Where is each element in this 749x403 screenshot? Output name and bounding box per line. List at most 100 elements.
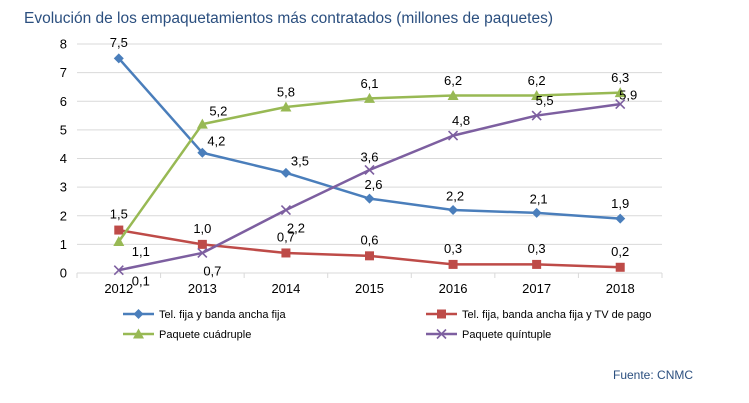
data-label: 0,1 — [132, 274, 150, 289]
y-tick-label: 2 — [60, 208, 67, 223]
data-point — [280, 101, 292, 112]
data-label: 0,6 — [360, 232, 378, 247]
data-point — [196, 118, 208, 129]
series-lines — [113, 53, 626, 276]
legend-marker — [133, 309, 144, 319]
x-tick-label: 2012 — [104, 281, 133, 296]
data-label: 3,6 — [360, 149, 378, 164]
data-label: 3,5 — [291, 153, 309, 168]
marker-stroke — [448, 130, 459, 141]
data-label: 2,2 — [446, 189, 464, 204]
data-point — [113, 53, 124, 64]
data-point — [615, 99, 626, 110]
x-tick-label: 2014 — [271, 281, 300, 296]
data-label: 0,7 — [277, 229, 295, 244]
data-point — [615, 213, 626, 224]
marker-stroke — [364, 164, 375, 176]
data-label: 2,6 — [364, 177, 382, 192]
x-tick-label: 2013 — [188, 281, 217, 296]
legend-marker — [133, 328, 144, 339]
marker-stroke — [615, 99, 626, 110]
data-label: 2,1 — [530, 191, 548, 206]
chart-title: Evolución de los empaquetamientos más co… — [24, 10, 554, 27]
marker-stroke — [113, 265, 124, 276]
legend-label: Paquete quíntuple — [462, 329, 551, 341]
data-label: 7,5 — [110, 35, 128, 50]
data-point — [113, 265, 124, 276]
data-point — [364, 92, 375, 103]
data-label: 5,5 — [536, 93, 554, 108]
x-tick-label: 2015 — [355, 281, 384, 296]
source-note: Fuente: CNMC — [613, 368, 694, 382]
gridlines — [77, 43, 662, 245]
data-label: 0,2 — [611, 244, 629, 259]
data-label: 1,1 — [132, 244, 150, 259]
legend-label: Paquete cuádruple — [159, 329, 251, 341]
data-point — [614, 87, 626, 98]
data-label: 0,3 — [444, 241, 462, 256]
data-point — [447, 90, 459, 101]
y-tick-label: 5 — [60, 122, 67, 137]
data-point — [448, 259, 458, 269]
legend-item: Paquete cuádruple — [123, 328, 251, 341]
data-point — [531, 207, 542, 218]
data-point — [448, 205, 459, 216]
data-label: 5,2 — [209, 104, 227, 119]
y-tick-label: 6 — [60, 94, 67, 109]
data-point — [365, 251, 374, 261]
legend-label: Tel. fija, banda ancha fija y TV de pago — [462, 309, 651, 321]
marker-stroke — [280, 204, 291, 216]
y-tick-label: 7 — [60, 65, 67, 80]
marker-stroke — [197, 247, 208, 259]
legend-label: Tel. fija y banda ancha fija — [159, 309, 286, 321]
data-label: 6,2 — [444, 73, 462, 88]
data-label: 1,0 — [193, 221, 211, 236]
data-label: 1,9 — [611, 196, 629, 211]
y-tick-label: 0 — [60, 266, 67, 281]
data-label: 5,9 — [619, 88, 637, 103]
data-point — [114, 225, 124, 235]
data-label: 5,8 — [277, 84, 295, 99]
data-point — [615, 262, 625, 272]
y-tick-label: 3 — [60, 180, 67, 195]
data-label: 4,2 — [207, 133, 225, 148]
data-point — [280, 204, 291, 216]
data-point — [281, 248, 291, 258]
x-axis: 2012 2013 2014 2015 2016 2017 2018 — [76, 272, 663, 296]
y-tick-label: 4 — [60, 151, 67, 166]
data-point — [197, 147, 208, 158]
data-label: 6,1 — [360, 76, 378, 91]
x-tick-label: 2018 — [606, 281, 635, 296]
y-tick-label: 1 — [60, 237, 67, 252]
data-label: 1,5 — [110, 207, 128, 222]
data-point — [448, 130, 459, 141]
data-point — [113, 236, 125, 247]
data-label: 2,2 — [287, 221, 305, 236]
legend-marker — [437, 309, 446, 319]
legend-item: Tel. fija, banda ancha fija y TV de pago — [426, 309, 651, 321]
data-labels: 7,5 4,2 3,5 2,6 2,2 2,1 1,9 1,5 1,0 0,7 0,6 0,3 0,3 0… — [110, 35, 638, 289]
data-point — [531, 110, 542, 121]
data-label: 6,3 — [611, 70, 629, 85]
x-tick-label: 2017 — [522, 281, 551, 296]
data-point — [197, 239, 207, 249]
data-point — [364, 164, 375, 176]
data-point — [197, 247, 208, 259]
marker-stroke — [436, 328, 447, 340]
data-point — [531, 90, 543, 101]
legend-item: Tel. fija y banda ancha fija — [123, 309, 286, 321]
data-label: 6,2 — [528, 73, 546, 88]
data-label: 0,7 — [203, 263, 221, 278]
marker-stroke — [531, 110, 542, 121]
legend-item: Paquete quíntuple — [426, 328, 551, 341]
legend-marker — [436, 328, 447, 340]
data-point — [532, 259, 542, 269]
data-point — [280, 167, 291, 178]
y-tick-label: 8 — [60, 37, 67, 52]
data-label: 0,3 — [528, 241, 546, 256]
data-point — [364, 193, 375, 204]
data-label: 4,8 — [452, 113, 470, 128]
y-axis-ticks: 0 1 2 3 4 5 6 7 8 — [60, 37, 67, 281]
x-tick-label: 2016 — [439, 281, 468, 296]
